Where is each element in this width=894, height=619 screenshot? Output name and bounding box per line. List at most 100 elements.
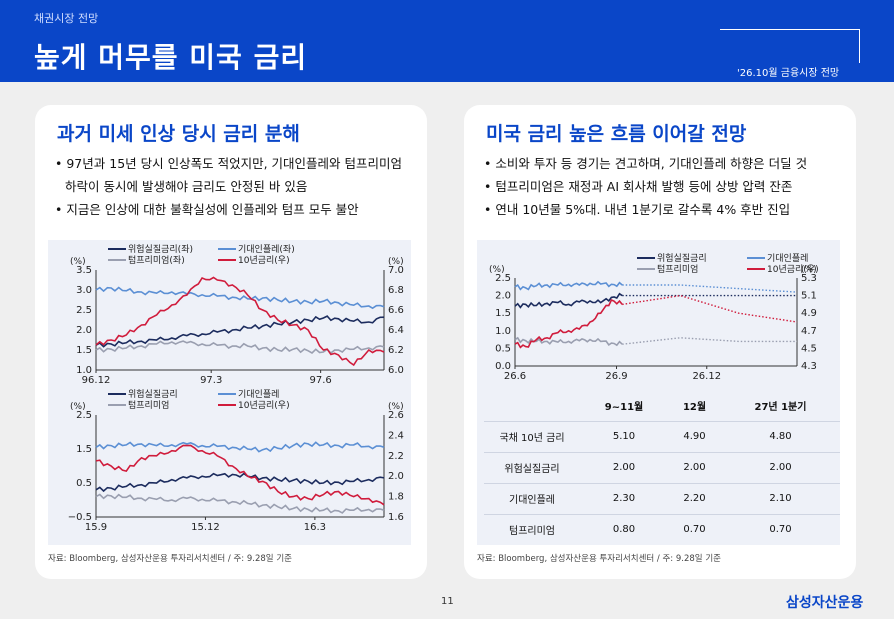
y-tick-label-right: 1.6 xyxy=(388,512,404,523)
y-tick-label-right: 6.2 xyxy=(388,345,404,356)
left-source: 자료: Bloomberg, 삼성자산운용 투자리서치센터 / 주: 9.28일… xyxy=(48,554,292,564)
legend-label: 텀프리미엄 xyxy=(657,263,698,275)
bullet: • 97년과 15년 당시 인상폭도 적었지만, 기대인플레와 텀프리미엄 하락… xyxy=(55,156,402,194)
series-line-위험실질금리 xyxy=(95,472,385,493)
left-axis-unit: (%) xyxy=(489,265,505,275)
x-tick-label: 26.12 xyxy=(692,371,721,382)
y-tick-label-right: 6.4 xyxy=(388,325,404,336)
left-bullets: • 97년과 15년 당시 인상폭도 적었지만, 기대인플레와 텀프리미엄 하락… xyxy=(55,152,415,221)
x-tick-label: 97.6 xyxy=(310,375,332,386)
series-line-텀프리미엄(좌) xyxy=(95,340,385,354)
right-axis-unit: (%) xyxy=(388,402,404,412)
y-tick-label-left: 0.0 xyxy=(495,361,511,372)
x-tick-label: 15.9 xyxy=(85,522,107,533)
right-panel: 미국 금리 높은 흐름 이어갈 전망 • 소비와 투자 등 경기는 견고하며, … xyxy=(464,105,856,579)
y-tick-label-left: 1.0 xyxy=(76,365,92,376)
x-tick-label: 26.9 xyxy=(605,371,627,382)
y-tick-label-right: 6.0 xyxy=(388,365,404,376)
x-tick-label: 26.6 xyxy=(504,371,526,382)
left-axis-unit: (%) xyxy=(70,402,86,412)
series-line-기대인플레 xyxy=(95,441,385,453)
legend-label: 10년금리(우) xyxy=(238,400,290,411)
y-tick-label-left: 3.5 xyxy=(76,265,92,276)
right-axis-unit: (%) xyxy=(801,265,817,275)
series-line-10년금리(우) xyxy=(95,444,385,506)
y-tick-label-left: 1.5 xyxy=(76,345,92,356)
header-tag: '26.10월 금융시장 전망 xyxy=(737,68,840,79)
y-tick-label-right: 7.0 xyxy=(388,265,404,276)
y-tick-label-right: 5.3 xyxy=(801,273,817,284)
left-charts-svg: (%) (%) 위험실질금리(좌) 기대인플레(좌) 텀프리미엄(좌) 10년금리(우) 3… xyxy=(68,243,404,533)
series-line-위험실질금리(좌) xyxy=(95,315,385,348)
left-chart-area: (%) (%) 위험실질금리(좌) 기대인플레(좌) 텀프리미엄(좌) 10년금리(우) 3… xyxy=(48,240,411,545)
y-tick-label-right: 2.6 xyxy=(388,410,404,421)
y-tick-label-left: 2.5 xyxy=(76,410,92,421)
table-row: 위험실질금리 2.00 2.00 2.00 xyxy=(484,451,840,483)
y-tick-label-right: 2.4 xyxy=(388,430,404,441)
table-header-row: 9~11월 12월 27년 1분기 xyxy=(604,401,807,413)
table-row: 텀프리미엄 0.80 0.70 0.70 xyxy=(484,513,840,545)
series-line-텀프리미엄 xyxy=(95,493,385,514)
y-tick-label-right: 2.2 xyxy=(388,451,404,462)
series-line-기대인플레 xyxy=(514,280,623,291)
table-row: 기대인플레 2.30 2.20 2.10 xyxy=(484,482,840,514)
legend-label: 텀프리미엄(좌) xyxy=(128,254,185,266)
y-tick-label-right: 2.0 xyxy=(388,471,404,482)
bullet: • 연내 10년물 5%대. 내년 1분기로 갈수록 4% 후반 진입 xyxy=(484,202,791,217)
y-tick-label-left: 2.5 xyxy=(76,305,92,316)
header-frame xyxy=(720,29,860,63)
y-tick-label-right: 1.8 xyxy=(388,492,404,503)
forecast-line-텀프리미엄 xyxy=(622,337,797,345)
table-row: 국채 10년 금리 5.10 4.90 4.80 xyxy=(484,420,840,452)
forecast-line-기대인플레 xyxy=(622,284,798,293)
y-tick-label-left: 2.0 xyxy=(495,291,511,302)
legend-label: 기대인플레 xyxy=(767,253,808,264)
forecast-line-10년금리(우) xyxy=(622,294,798,323)
y-tick-label-left: 2.0 xyxy=(76,325,92,336)
y-tick-label-left: 1.0 xyxy=(495,326,511,337)
left-panel: 과거 미세 인상 당시 금리 분해 • 97년과 15년 당시 인상폭도 적었지… xyxy=(35,105,427,579)
y-tick-label-right: 4.3 xyxy=(801,361,817,372)
legend-label: 10년금리(우) xyxy=(767,264,819,275)
bullet: • 소비와 투자 등 경기는 견고하며, 기대인플레 하향은 더딜 것 xyxy=(484,156,808,171)
forecast-table: 9~11월 12월 27년 1분기 국채 10년 금리 5.10 4.90 4.… xyxy=(484,390,840,545)
bullet: • 텀프리미엄은 재정과 AI 회사채 발행 등에 상방 압력 잔존 xyxy=(484,179,793,194)
x-tick-label: 97.3 xyxy=(200,375,222,386)
y-tick-label-right: 4.9 xyxy=(801,308,817,319)
right-panel-title: 미국 금리 높은 흐름 이어갈 전망 xyxy=(486,123,747,145)
y-tick-label-left: 2.5 xyxy=(495,273,511,284)
series-line-10년금리(우) xyxy=(514,298,623,349)
legend-label: 기대인플레 xyxy=(238,389,279,400)
series-line-위험실질금리 xyxy=(514,292,623,309)
legend-label: 기대인플레(좌) xyxy=(238,244,295,255)
y-tick-label-left: 3.0 xyxy=(76,285,92,296)
legend-label: 위험실질금리 xyxy=(128,388,178,400)
legend-label: 텀프리미엄 xyxy=(128,399,169,411)
series-line-기대인플레(좌) xyxy=(95,286,385,310)
y-tick-label-right: 6.6 xyxy=(388,305,404,316)
left-panel-title: 과거 미세 인상 당시 금리 분해 xyxy=(57,123,300,145)
legend-label: 위험실질금리 xyxy=(657,252,707,264)
y-tick-label-left: 0.5 xyxy=(76,478,92,489)
y-tick-label-left: 1.5 xyxy=(495,308,511,319)
y-tick-label-right: 6.8 xyxy=(388,285,404,296)
y-tick-label-left: 0.5 xyxy=(495,343,511,354)
page-title: 높게 머무를 미국 금리 xyxy=(34,41,308,74)
y-tick-label-right: 4.5 xyxy=(801,343,817,354)
left-axis-unit: (%) xyxy=(70,257,86,267)
y-tick-label-right: 5.1 xyxy=(801,291,817,302)
series-line-10년금리(우) xyxy=(95,276,385,367)
section-label: 채권시장 전망 xyxy=(34,12,99,25)
y-tick-label-left: −0.5 xyxy=(68,512,92,523)
right-bullets: • 소비와 투자 등 경기는 견고하며, 기대인플레 하향은 더딜 것 • 텀프… xyxy=(484,152,844,221)
y-tick-label-right: 4.7 xyxy=(801,326,817,337)
y-tick-label-left: 1.5 xyxy=(76,444,92,455)
x-tick-label: 15.12 xyxy=(191,522,220,533)
legend-label: 위험실질금리(좌) xyxy=(128,243,193,255)
x-tick-label: 96.12 xyxy=(82,375,111,386)
right-source: 자료: Bloomberg, 삼성자산운용 투자리서치센터 / 주: 9.28일… xyxy=(477,554,721,564)
x-tick-label: 16.3 xyxy=(304,522,326,533)
legend-label: 10년금리(우) xyxy=(238,255,290,266)
page-number: 11 xyxy=(441,596,454,607)
